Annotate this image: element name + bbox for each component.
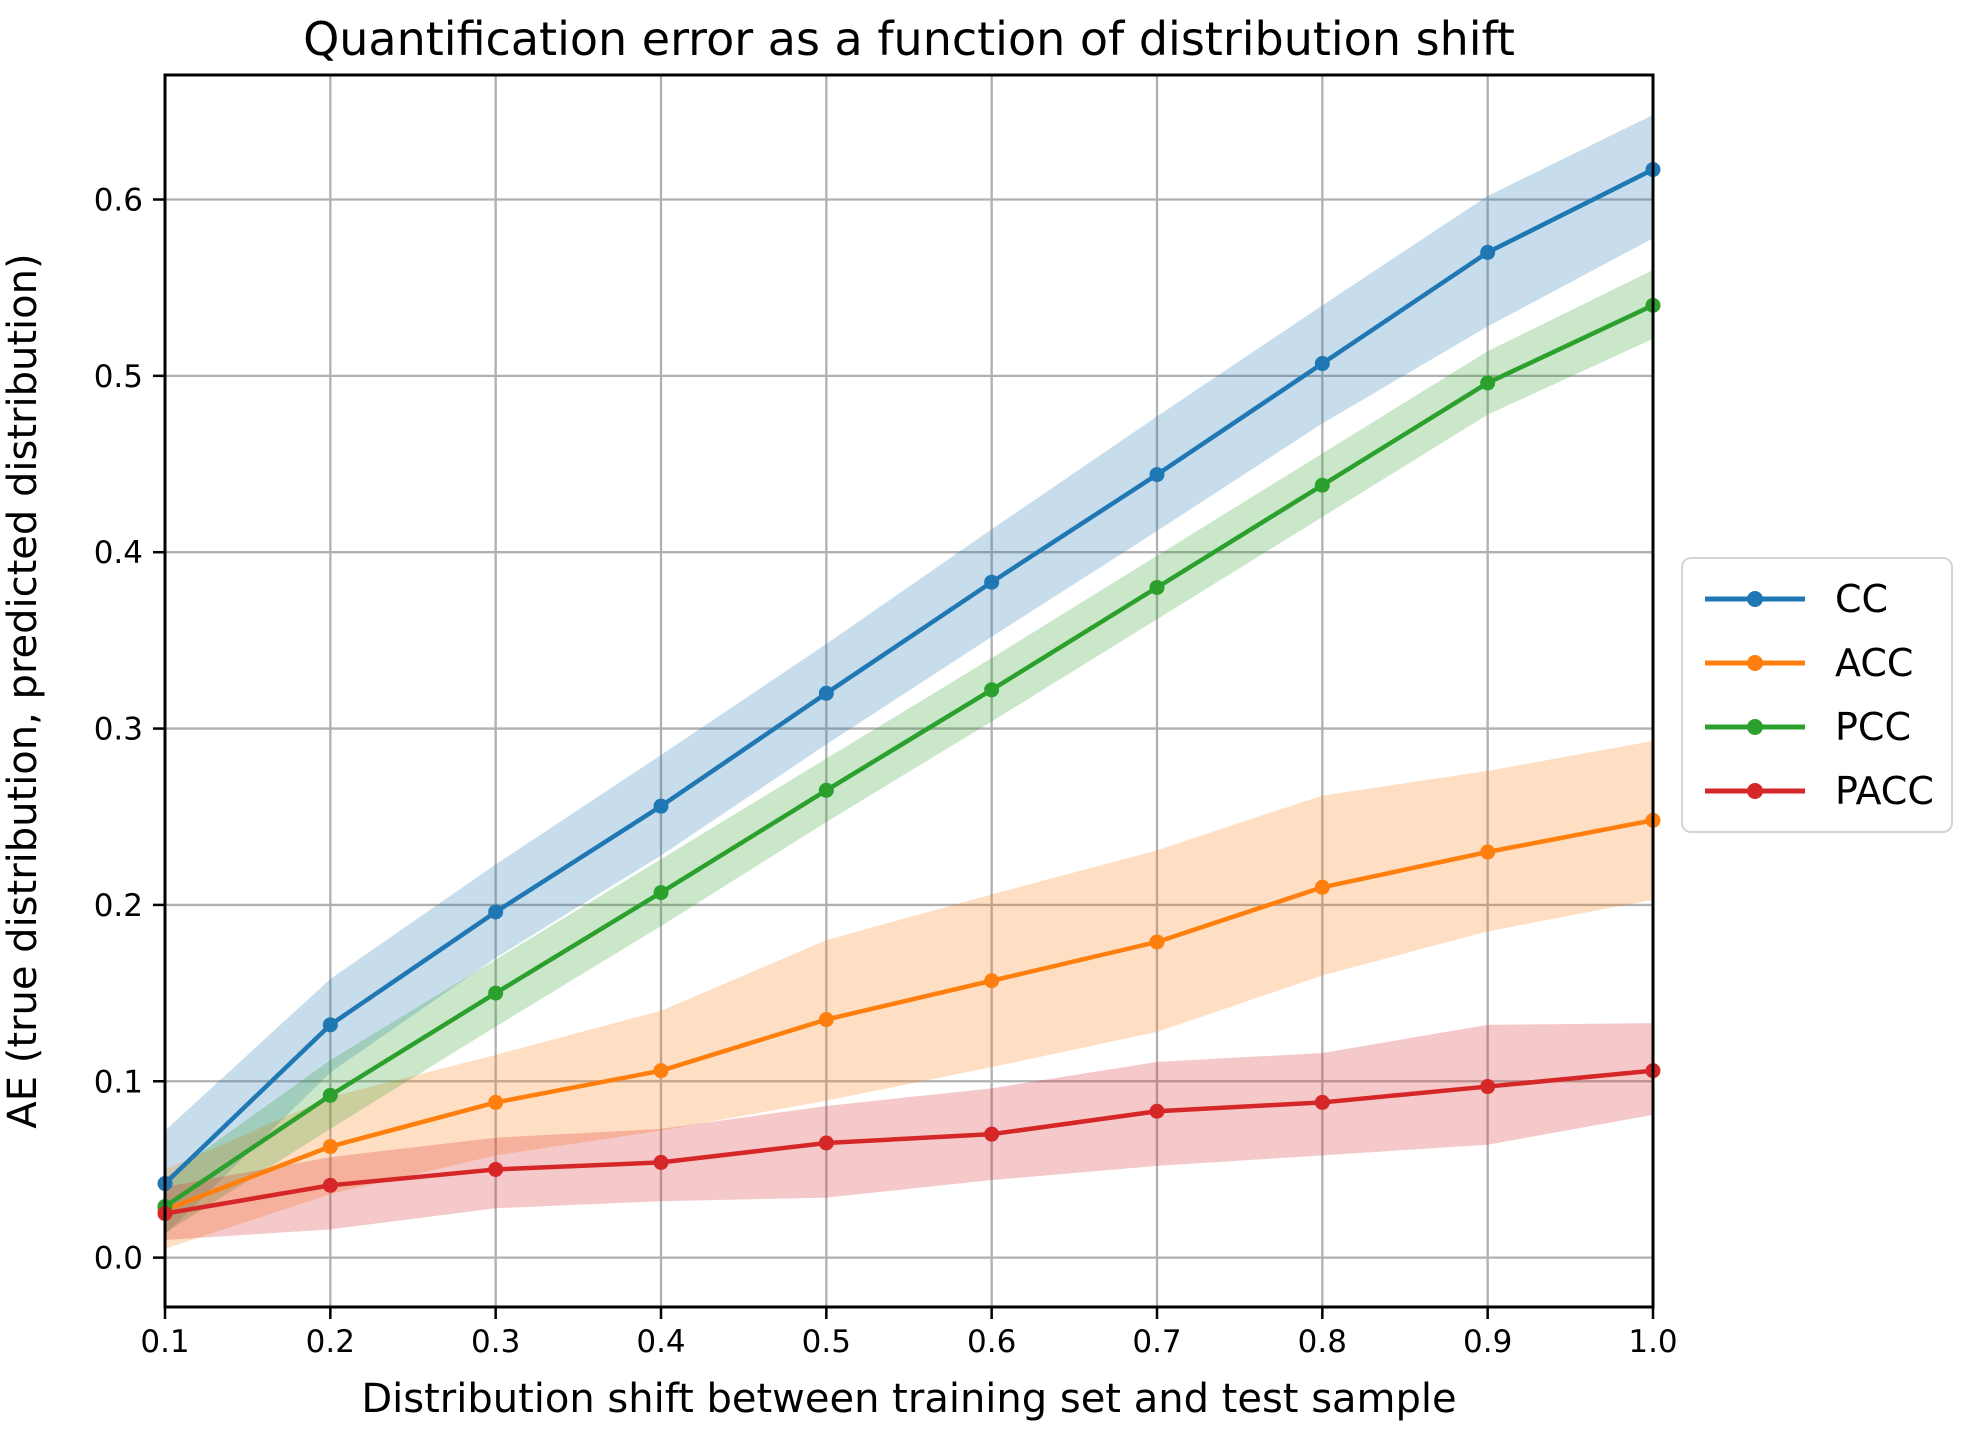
confidence-band-layer <box>165 114 1653 1249</box>
marker-ACC-0.5 <box>818 1012 834 1028</box>
legend-entry-ACC: ACC <box>1705 644 1951 682</box>
marker-ACC-0.7 <box>1149 934 1165 950</box>
series-line-PCC <box>162 303 1656 1209</box>
marker-CC-0.9 <box>1480 244 1496 260</box>
y-axis-label: AE (true distribution, predicted distrib… <box>0 253 46 1128</box>
marker-ACC-0.2 <box>322 1139 338 1155</box>
marker-ACC-0.3 <box>488 1094 504 1110</box>
legend-label-PCC: PCC <box>1835 705 1911 749</box>
confidence-band-ACC <box>165 740 1653 1249</box>
x-axis-label: Distribution shift between training set … <box>361 1376 1456 1422</box>
series-line-ACC <box>162 818 1656 1213</box>
legend-entry-PACC: PACC <box>1705 772 1951 810</box>
series-line-layer <box>157 162 1661 1222</box>
marker-PACC-0.2 <box>322 1177 338 1193</box>
y-tick-label-0.1: 0.1 <box>94 1064 143 1100</box>
marker-CC-0.6 <box>984 574 1000 590</box>
legend-label-PACC: PACC <box>1835 769 1934 813</box>
legend-marker-CC <box>1747 591 1763 607</box>
confidence-band-CC <box>165 114 1653 1235</box>
axis-layer: 0.1 0.2 0.3 0.4 0.5 0.6 0.7 0.8 0.9 1.0 0.0 0.1 0.2 0… <box>94 73 1678 1360</box>
marker-ACC-0.8 <box>1314 879 1330 895</box>
marker-PACC-0.5 <box>818 1135 834 1151</box>
marker-PCC-0.4 <box>653 885 669 901</box>
marker-PCC-0.9 <box>1480 375 1496 391</box>
legend-line-sample-ACC <box>1705 655 1805 671</box>
marker-CC-0.2 <box>322 1017 338 1033</box>
y-tick-label-0.2: 0.2 <box>94 888 143 924</box>
marker-PCC-0.2 <box>322 1087 338 1103</box>
chart-title: Quantification error as a function of di… <box>303 12 1515 66</box>
marker-CC-0.4 <box>653 798 669 814</box>
legend-line-sample-PCC <box>1705 719 1805 735</box>
marker-PACC-0.8 <box>1314 1094 1330 1110</box>
marker-PACC-0.7 <box>1149 1103 1165 1119</box>
legend-entry-CC: CC <box>1705 580 1951 618</box>
marker-PACC-0.4 <box>653 1154 669 1170</box>
marker-PACC-0.9 <box>1480 1079 1496 1095</box>
x-tick-label-0.4: 0.4 <box>636 1324 685 1360</box>
legend-marker-ACC <box>1747 655 1763 671</box>
plot-border <box>163 73 1655 1309</box>
x-tick-label-0.1: 0.1 <box>140 1324 189 1360</box>
y-tick-label-0.4: 0.4 <box>94 535 143 571</box>
x-tick-label-0.9: 0.9 <box>1463 1324 1512 1360</box>
marker-ACC-0.9 <box>1480 844 1496 860</box>
legend-line-sample-PACC <box>1705 783 1805 799</box>
x-tick-label-0.7: 0.7 <box>1132 1324 1181 1360</box>
marker-CC-0.5 <box>818 685 834 701</box>
marker-PCC-0.6 <box>984 682 1000 698</box>
legend-entry-PCC: PCC <box>1705 708 1951 746</box>
y-tick-label-0.3: 0.3 <box>94 712 143 748</box>
y-tick-label-0.6: 0.6 <box>94 183 143 219</box>
legend-label-CC: CC <box>1835 577 1889 621</box>
confidence-band-PACC <box>165 1023 1653 1240</box>
marker-PCC-0.7 <box>1149 579 1165 595</box>
series-line-CC <box>162 167 1656 1186</box>
legend-marker-PCC <box>1747 719 1763 735</box>
x-tick-label-0.6: 0.6 <box>967 1324 1016 1360</box>
marker-ACC-0.6 <box>984 973 1000 989</box>
marker-CC-0.8 <box>1314 356 1330 372</box>
legend-label-ACC: ACC <box>1835 641 1914 685</box>
marker-PACC-0.6 <box>984 1126 1000 1142</box>
marker-ACC-0.4 <box>653 1063 669 1079</box>
legend-line-sample-CC <box>1705 591 1805 607</box>
marker-PCC-0.8 <box>1314 477 1330 493</box>
x-tick-label-1.0: 1.0 <box>1628 1324 1677 1360</box>
x-tick-label-0.3: 0.3 <box>471 1324 520 1360</box>
marker-CC-0.7 <box>1149 467 1165 483</box>
marker-PCC-0.3 <box>488 985 504 1001</box>
y-tick-label-0.0: 0.0 <box>94 1241 143 1277</box>
legend-marker-PACC <box>1747 783 1763 799</box>
series-line-PACC <box>162 1068 1656 1216</box>
marker-PCC-0.5 <box>818 782 834 798</box>
x-tick-label-0.5: 0.5 <box>802 1324 851 1360</box>
marker-CC-0.3 <box>488 904 504 920</box>
x-tick-label-0.8: 0.8 <box>1298 1324 1347 1360</box>
marker-PACC-0.3 <box>488 1161 504 1177</box>
x-tick-label-0.2: 0.2 <box>306 1324 355 1360</box>
y-tick-label-0.5: 0.5 <box>94 359 143 395</box>
legend: CC ACC PCC PACC <box>1681 557 1953 833</box>
